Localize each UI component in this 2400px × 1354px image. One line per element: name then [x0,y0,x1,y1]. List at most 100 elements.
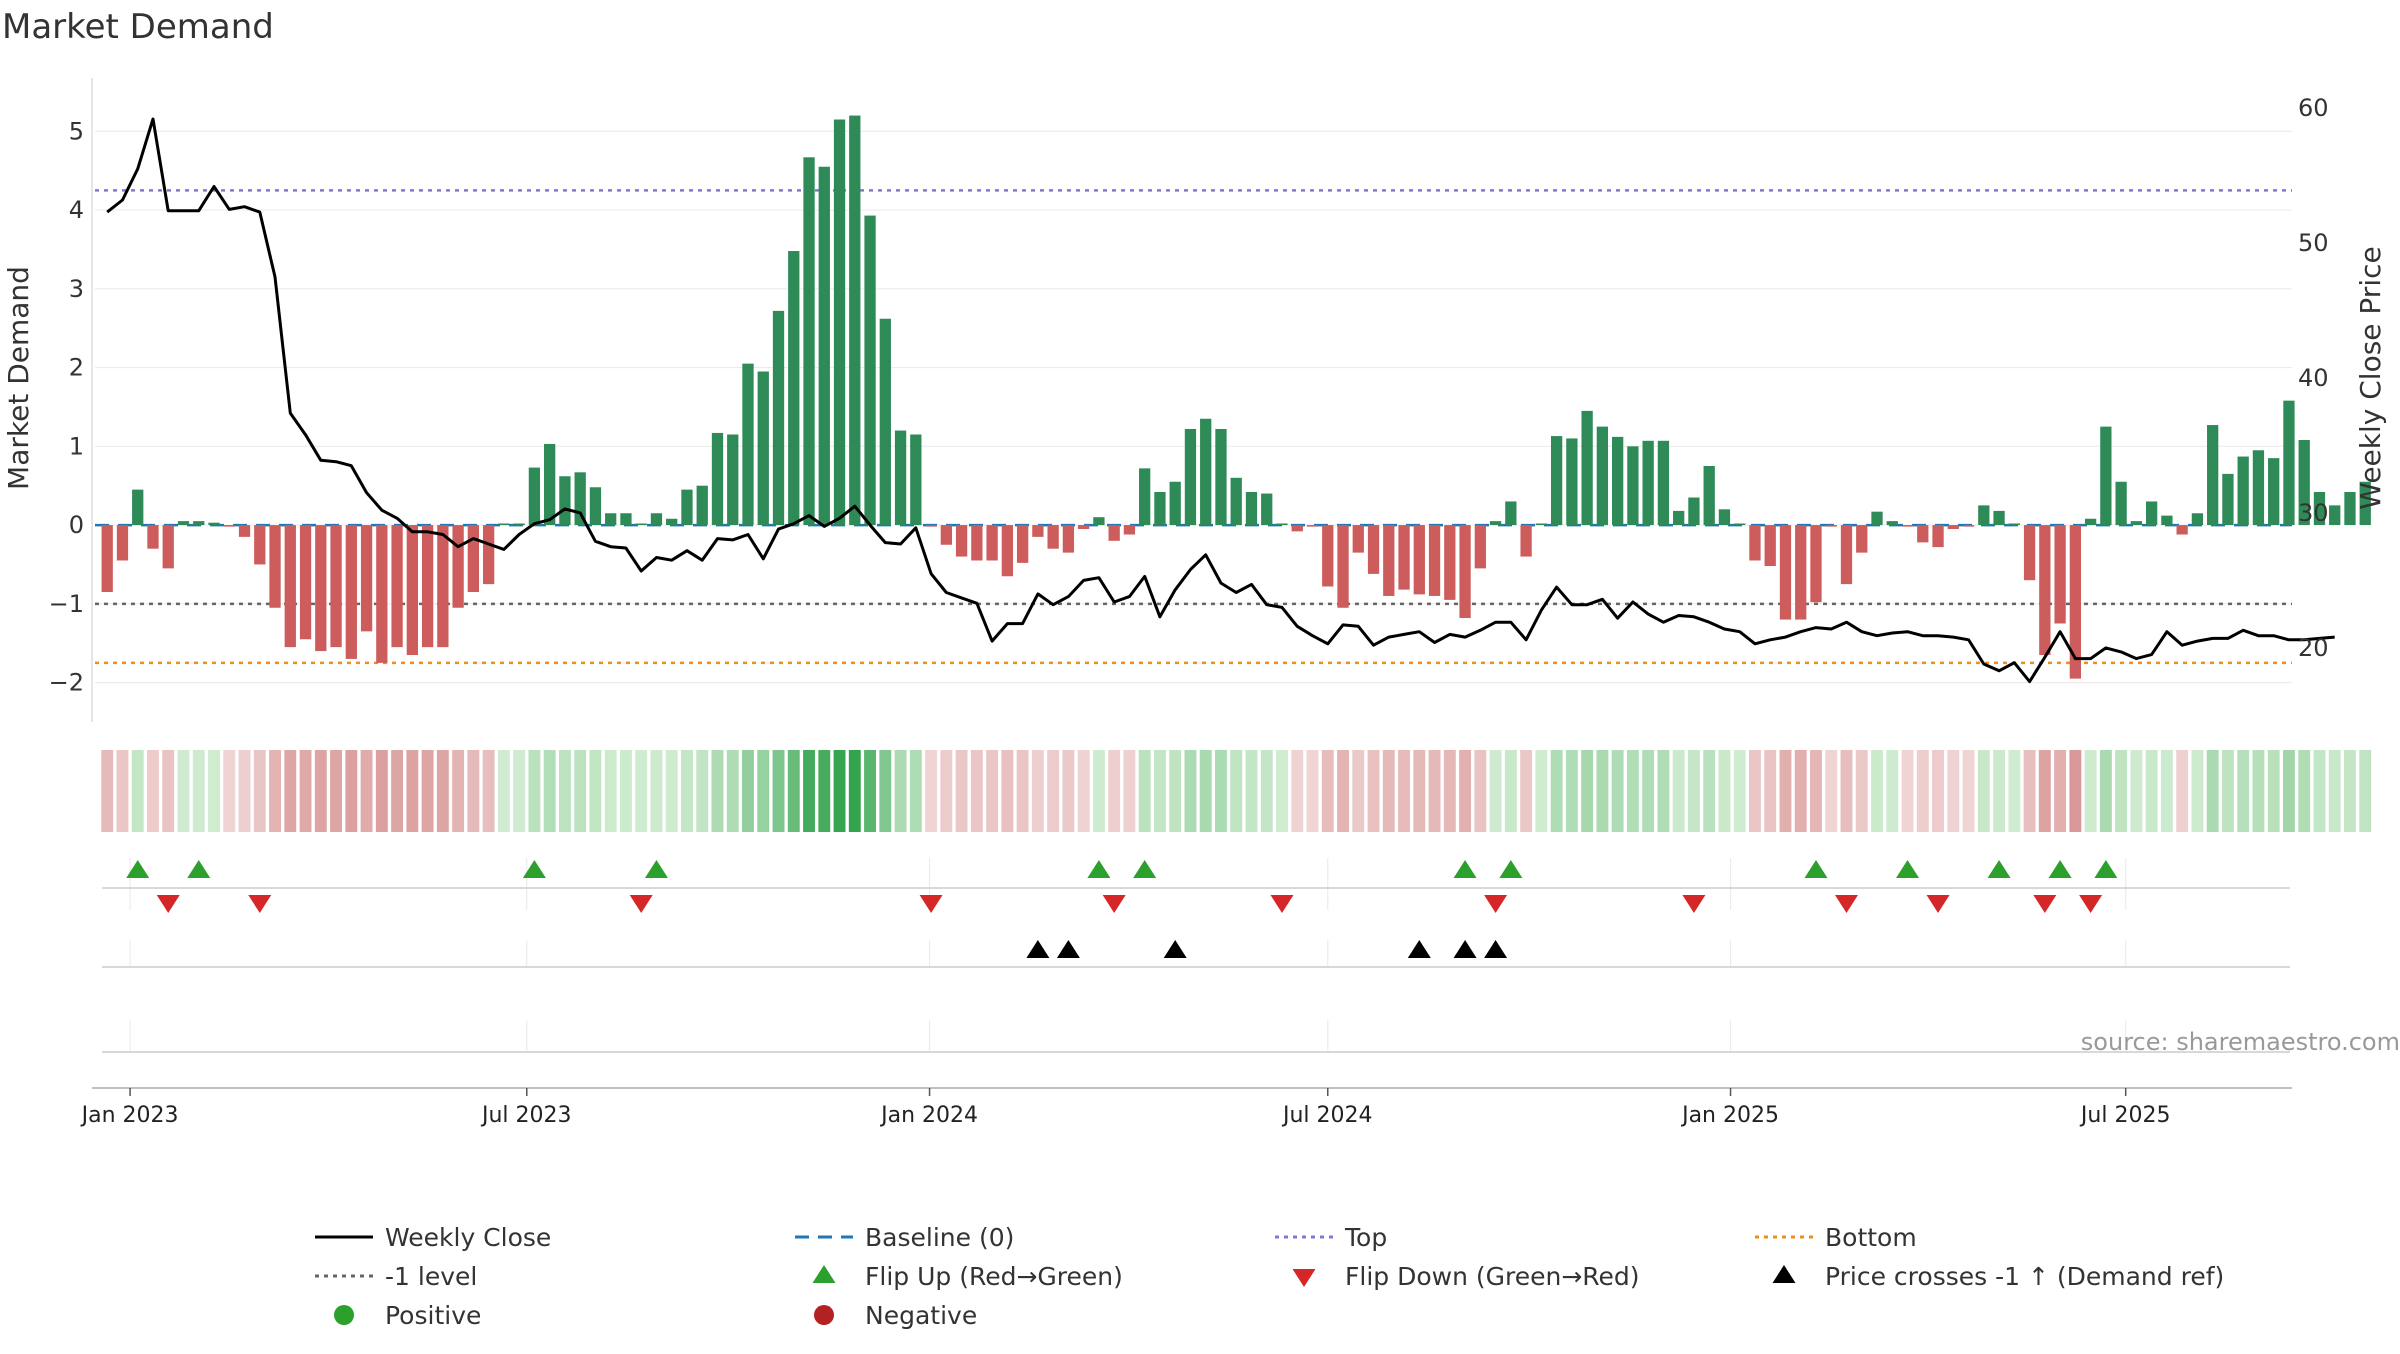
heatmap-cell [2023,750,2036,832]
legend-item: Weekly Close [315,1223,551,1252]
heatmap-cell [1092,750,1105,832]
heatmap-cell [2252,750,2265,832]
y-axis-label: Market Demand [2,266,35,490]
demand-bar [544,443,556,526]
y2-tick-label: 50 [2298,229,2329,257]
heatmap-cell [818,750,831,832]
demand-bar [2283,400,2295,526]
demand-bar [2207,425,2219,526]
x-tick-label: Jul 2023 [480,1103,572,1128]
heatmap-cell [757,750,770,832]
demand-bar [162,525,174,569]
demand-bar [2359,481,2371,526]
heatmap-cell [1672,750,1685,832]
heatmap-cell [482,750,495,832]
flip-down-marker [1926,895,1950,913]
demand-bar [727,434,739,526]
heatmap-cell [2328,750,2341,832]
price-cross-markers-row [102,940,2290,968]
price-cross-marker [1026,940,1050,958]
demand-bar [2344,491,2356,526]
y2-tick-label: 40 [2298,364,2329,392]
heatmap-cell [1016,750,1029,832]
flip-up-marker [187,860,211,878]
y-tick-label: 2 [69,354,84,382]
y-tick-label: 3 [69,275,84,303]
demand-bar [269,525,281,608]
weekly-close-line [106,117,2335,684]
legend: Weekly Close Baseline (0) Top Bottom -1 leve… [315,1223,2224,1330]
heatmap-cell [1779,750,1792,832]
heatmap-cell [665,750,678,832]
demand-bar [1337,525,1349,608]
heatmap-cell [1047,750,1060,832]
heatmap-cell [269,750,281,832]
legend-item: Negative [814,1301,977,1330]
legend-swatch [814,1305,834,1325]
y-tick-label: 5 [69,117,84,145]
heatmap-cell [131,750,144,832]
chart-title: Market Demand [2,7,274,47]
heatmap-cell [1947,750,1960,832]
flip-up-marker [522,860,546,878]
heatmap-cell [1901,750,1914,832]
demand-bar [1398,525,1410,590]
heatmap-cell [1993,750,2006,832]
heatmap-cell [726,750,739,832]
demand-bar [1947,525,1959,529]
demand-bar [666,518,678,526]
heatmap-cell [1260,750,1273,832]
demand-bar [1505,501,1517,526]
flip-down-marker [1834,895,1858,913]
demand-bar [1642,440,1654,526]
demand-bar [1535,523,1548,526]
demand-bar [1184,428,1197,526]
heatmap-cell [1764,750,1777,832]
flip-up-marker [1133,860,1157,878]
heatmap-cell [1733,750,1746,832]
demand-bar [1489,521,1502,526]
legend-label: Weekly Close [385,1223,551,1252]
demand-bar [116,525,129,561]
flip-up-marker [2048,860,2072,878]
demand-bar [2100,426,2112,526]
demand-bar [391,525,403,648]
heatmap-cell [1001,750,1014,832]
heatmap-cell [1581,750,1594,832]
heatmap-cell [284,750,297,832]
demand-bar [1734,523,1746,526]
demand-bar [1322,525,1334,587]
demand-bar [1108,525,1120,541]
demand-bar [299,525,312,640]
demand-bar [559,476,571,526]
heatmap-cell [1504,750,1517,832]
heatmap-cell [2221,750,2234,832]
heatmap-cell [1962,750,1975,832]
heatmap-cell [2267,750,2280,832]
heatmap-cell [177,750,190,832]
heatmap-cell [2237,750,2250,832]
x-tick-label: Jan 2024 [879,1103,978,1128]
demand-bars [101,115,2371,679]
heatmap-cell [375,750,388,832]
heatmap-cell [238,750,251,832]
y-tick-label: −1 [49,590,84,618]
heatmap-cell [1398,750,1410,832]
heatmap-cell [696,750,709,832]
demand-bar [1810,525,1822,603]
heatmap-cell [116,750,129,832]
demand-bar [788,251,800,526]
heatmap-cell [1245,750,1258,832]
heatmap-cell [1749,750,1761,832]
heatmap-cell [955,750,968,832]
heatmap-cell [1077,750,1090,832]
flip-up-marker [2094,860,2118,878]
demand-bar [1871,511,1883,526]
heatmap-cell [970,750,983,832]
legend-label: Positive [385,1301,481,1330]
demand-bar [132,489,144,526]
heatmap-cell [360,750,373,832]
demand-bar [1886,521,1898,526]
demand-bar [1764,525,1776,567]
